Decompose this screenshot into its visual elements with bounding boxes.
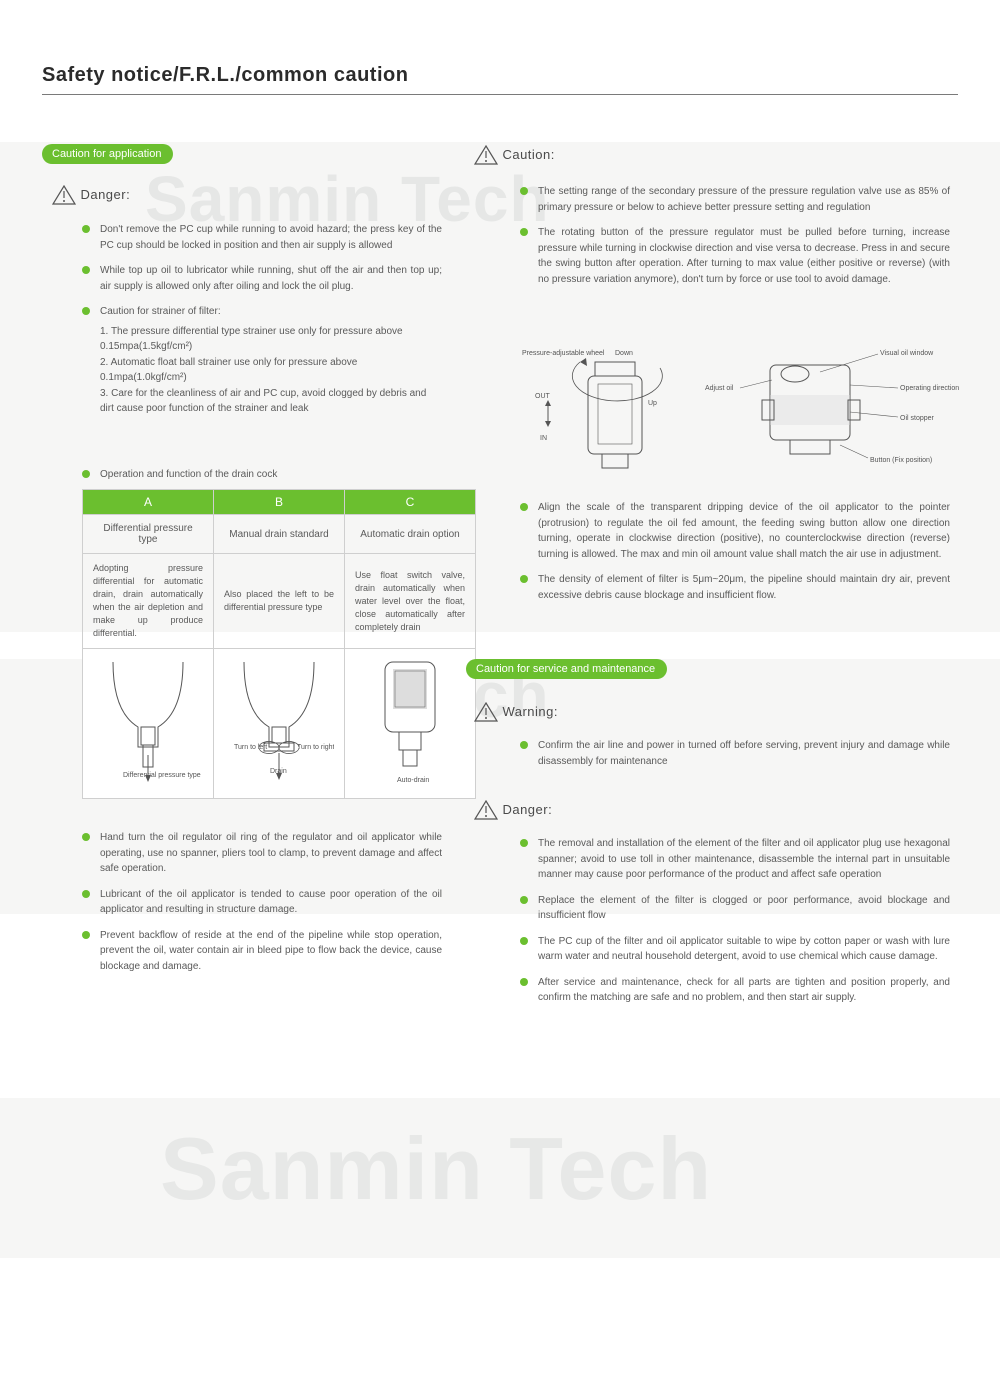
bullet: The setting range of the secondary press… — [520, 184, 950, 215]
label-warning: Warning: — [502, 704, 558, 719]
svg-text:Pressure-adjustable wheel: Pressure-adjustable wheel — [522, 350, 605, 357]
warning-icon — [474, 702, 498, 722]
col-b: B — [214, 490, 345, 515]
page-title: Safety notice/F.R.L./common caution — [42, 64, 408, 87]
pill-caution-app: Caution for application — [42, 144, 173, 164]
regulator-diagram: Pressure-adjustable wheel Down Up OUT IN — [520, 340, 720, 480]
pill-caution-service: Caution for service and maintenance — [466, 659, 667, 679]
label-danger: Danger: — [80, 187, 130, 202]
warning-icon — [474, 800, 498, 820]
bullet: Operation and function of the drain cock — [82, 467, 442, 483]
bullet: The PC cup of the filter and oil applica… — [520, 934, 950, 965]
lubricator-diagram: Adjust oil Visual oil window Operating d… — [700, 340, 960, 480]
bullet: The removal and installation of the elem… — [520, 836, 950, 883]
cell: Also placed the left to be differential … — [214, 554, 345, 649]
svg-text:Up: Up — [648, 400, 657, 407]
svg-text:Operating direction: Operating direction — [900, 385, 959, 392]
bullet: Hand turn the oil regulator oil ring of … — [82, 830, 442, 877]
col-c: C — [345, 490, 476, 515]
sub-item: 2. Automatic float ball strainer use onl… — [82, 355, 442, 386]
diagram-cell: Auto-drain — [345, 649, 476, 799]
bullet: Don't remove the PC cup while running to… — [82, 222, 442, 253]
cell: Use float switch valve, drain automatica… — [345, 554, 476, 649]
sub-item: 1. The pressure differential type strain… — [82, 324, 442, 355]
svg-text:Drain: Drain — [270, 768, 287, 775]
drain-table: A B C Differential pressure type Manual … — [82, 489, 476, 799]
bullet: Prevent backflow of reside at the end of… — [82, 928, 442, 975]
cell: Manual drain standard — [214, 515, 345, 554]
label-caution: Caution: — [502, 147, 554, 162]
watermark: Sanmin Tech — [160, 1118, 712, 1220]
bullet: While top up oil to lubricator while run… — [82, 263, 442, 294]
title-rule — [42, 94, 958, 95]
svg-text:IN: IN — [540, 435, 547, 442]
diagram-cell: Turn to left Turn to right Drain — [214, 649, 345, 799]
bullet: The density of element of filter is 5μm~… — [520, 572, 950, 603]
sub-item: 3. Care for the cleanliness of air and P… — [82, 386, 442, 417]
svg-text:Visual oil window: Visual oil window — [880, 350, 934, 357]
svg-text:Turn to right: Turn to right — [297, 744, 334, 751]
svg-text:Auto-drain: Auto-drain — [397, 777, 429, 784]
svg-text:Oil stopper: Oil stopper — [900, 415, 935, 422]
bullet: Caution for strainer of filter: — [82, 304, 442, 320]
diagram-cell: Differential pressure type — [83, 649, 214, 799]
cell: Differential pressure type — [83, 515, 214, 554]
label-danger: Danger: — [502, 802, 552, 817]
bullet: Align the scale of the transparent dripp… — [520, 500, 950, 562]
cell: Automatic drain option — [345, 515, 476, 554]
svg-text:Turn to left: Turn to left — [234, 744, 267, 751]
bullet: Confirm the air line and power in turned… — [520, 738, 950, 769]
svg-text:Adjust oil: Adjust oil — [705, 385, 734, 392]
svg-text:Differential pressure type: Differential pressure type — [123, 772, 201, 779]
svg-text:Down: Down — [615, 350, 633, 357]
warning-icon — [474, 145, 498, 165]
bullet: Replace the element of the filter is clo… — [520, 893, 950, 924]
warning-icon — [52, 185, 76, 205]
bullet: After service and maintenance, check for… — [520, 975, 950, 1006]
bullet: Lubricant of the oil applicator is tende… — [82, 887, 442, 918]
col-a: A — [83, 490, 214, 515]
cell: Adopting pressure differential for autom… — [83, 554, 214, 649]
svg-text:Button (Fix position): Button (Fix position) — [870, 457, 932, 464]
bullet: The rotating button of the pressure regu… — [520, 225, 950, 287]
svg-text:OUT: OUT — [535, 393, 551, 400]
